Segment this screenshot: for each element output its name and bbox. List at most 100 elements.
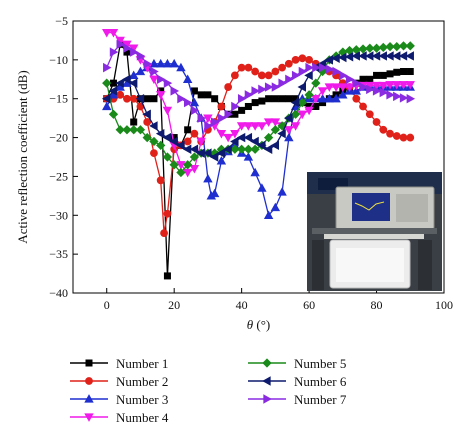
data-point <box>324 93 335 103</box>
data-point <box>183 160 193 170</box>
data-point <box>359 75 367 83</box>
data-point <box>169 136 178 147</box>
data-point <box>135 66 146 76</box>
data-point <box>162 58 173 68</box>
data-point <box>244 90 254 100</box>
legend-label: Number 3 <box>116 392 168 407</box>
data-point <box>115 78 124 88</box>
data-point <box>143 95 151 103</box>
data-point <box>331 93 341 103</box>
data-point <box>149 75 159 85</box>
data-point <box>257 183 267 192</box>
data-point <box>379 125 388 134</box>
legend-label: Number 5 <box>294 356 346 371</box>
data-point <box>244 102 252 110</box>
data-point <box>236 122 247 131</box>
data-point <box>298 54 307 63</box>
legend-item: Number 3 <box>70 392 168 407</box>
data-point <box>284 126 294 135</box>
data-point <box>130 47 139 57</box>
data-point <box>385 42 395 52</box>
data-point <box>270 140 280 151</box>
data-point <box>305 55 313 64</box>
data-point <box>290 97 300 108</box>
data-point <box>264 71 273 80</box>
data-point <box>169 58 179 68</box>
data-point <box>270 202 281 212</box>
legend-item: Number 4 <box>70 410 169 425</box>
data-point <box>406 68 414 76</box>
data-point <box>170 86 179 96</box>
data-point <box>189 144 199 154</box>
data-point <box>297 110 308 120</box>
data-point <box>332 66 341 77</box>
y-tick-label: −25 <box>49 169 68 183</box>
data-point <box>243 132 253 143</box>
data-point <box>270 118 281 127</box>
data-point <box>162 132 172 143</box>
axis-ticks: 0 20 40 60 80 100 −5 −10 −15 −20 −25 −30 −35 −40 <box>49 14 453 312</box>
data-point <box>116 39 126 50</box>
data-point <box>359 82 368 92</box>
data-point <box>102 78 112 88</box>
data-point <box>393 91 402 102</box>
data-point <box>189 152 200 162</box>
y-tick-label: −10 <box>49 53 68 67</box>
data-point <box>379 71 387 79</box>
data-point <box>149 58 159 68</box>
y-tick-label: −5 <box>55 14 68 28</box>
data-point <box>150 95 158 103</box>
data-point <box>365 110 374 119</box>
data-point <box>250 144 260 154</box>
data-point <box>176 140 185 151</box>
data-point <box>317 87 328 96</box>
data-point <box>231 101 240 112</box>
data-point <box>285 95 293 103</box>
data-point <box>216 148 226 158</box>
data-point <box>135 94 145 104</box>
data-point <box>277 187 287 196</box>
data-point <box>298 66 308 77</box>
data-point <box>184 126 192 134</box>
data-point <box>257 122 267 131</box>
legend-marker <box>262 376 271 386</box>
data-point <box>116 90 125 99</box>
data-point <box>297 82 307 92</box>
data-point <box>405 51 414 61</box>
data-point <box>263 144 273 154</box>
data-point <box>386 70 394 78</box>
legend-item: Number 6 <box>248 374 347 389</box>
y-tick-label: −15 <box>49 92 68 106</box>
data-point <box>163 209 172 218</box>
data-point <box>305 62 314 73</box>
data-point <box>400 68 408 76</box>
x-tick-label: 20 <box>168 298 180 312</box>
data-point <box>378 81 389 91</box>
data-point <box>163 78 173 88</box>
data-point <box>243 152 254 161</box>
x-axis-title-text: θ (°) <box>247 317 271 332</box>
data-point <box>284 132 294 142</box>
data-point <box>128 78 138 88</box>
data-point <box>183 137 192 146</box>
data-point <box>406 133 415 142</box>
data-point <box>399 133 408 142</box>
data-point <box>366 75 374 83</box>
data-point <box>393 68 401 76</box>
data-point <box>311 95 321 104</box>
legend-item: Number 2 <box>70 374 168 389</box>
data-point <box>237 94 247 104</box>
data-point <box>150 66 159 77</box>
data-point <box>150 149 158 158</box>
data-point <box>258 84 267 95</box>
legend-marker <box>84 394 94 403</box>
data-point <box>324 83 335 92</box>
data-point <box>176 161 186 170</box>
data-point <box>291 55 300 64</box>
data-point <box>209 188 220 198</box>
data-point <box>115 125 125 135</box>
data-point <box>338 90 348 99</box>
data-point <box>372 86 382 96</box>
data-point <box>398 81 409 90</box>
data-point <box>130 118 138 126</box>
